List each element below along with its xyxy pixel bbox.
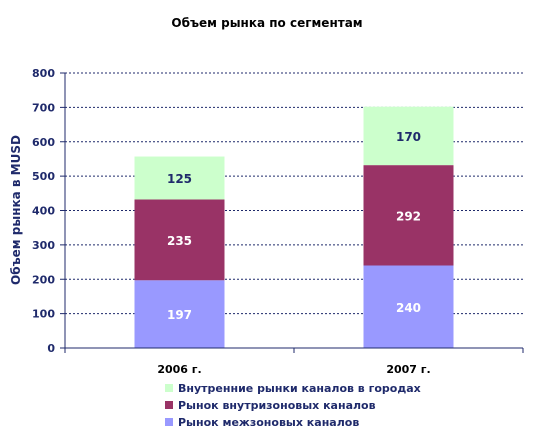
bar-segment <box>134 156 225 200</box>
data-label: 125 <box>167 172 192 186</box>
legend-label: Рынок межзоновых каналов <box>178 416 359 429</box>
legend: Внутренние рынки каналов в городах Рынок … <box>165 382 421 429</box>
legend-swatch <box>165 401 173 409</box>
y-tick-label: 100 <box>32 308 55 321</box>
y-tick-label: 400 <box>32 205 55 218</box>
bar-segment <box>363 265 454 348</box>
x-axis-ticks: 2006 г. 2007 г. <box>64 348 524 376</box>
gridlines <box>65 72 523 315</box>
x-tick-label: 2007 г. <box>386 363 430 376</box>
y-tick-label: 800 <box>32 67 55 80</box>
legend-label: Внутренние рынки каналов в городах <box>178 382 421 395</box>
bar-segment <box>134 199 225 281</box>
y-tick-label: 600 <box>32 136 55 149</box>
y-tick-label: 500 <box>32 170 55 183</box>
y-tick-label: 0 <box>47 342 55 355</box>
bars: 197 235 125 240 292 170 <box>134 106 454 348</box>
y-axis-ticks: 0 100 200 300 400 500 600 700 800 <box>32 67 65 355</box>
data-label: 170 <box>396 130 421 144</box>
data-label: 292 <box>396 209 421 223</box>
chart-title: Объем рынка по сегментам <box>171 16 362 30</box>
bar-segment <box>363 106 454 166</box>
data-label: 240 <box>396 301 421 315</box>
x-tick-label: 2006 г. <box>157 363 201 376</box>
y-tick-label: 300 <box>32 239 55 252</box>
legend-swatch <box>165 418 173 426</box>
bar-segment <box>363 165 454 266</box>
data-label: 197 <box>167 308 192 322</box>
y-axis-label: Объем рынка в MUSD <box>9 135 23 285</box>
bar-segment <box>134 280 225 348</box>
legend-swatch <box>165 384 173 392</box>
legend-label: Рынок внутризоновых каналов <box>178 399 376 412</box>
data-label: 235 <box>167 234 192 248</box>
y-tick-label: 700 <box>32 101 55 114</box>
y-tick-label: 200 <box>32 273 55 286</box>
